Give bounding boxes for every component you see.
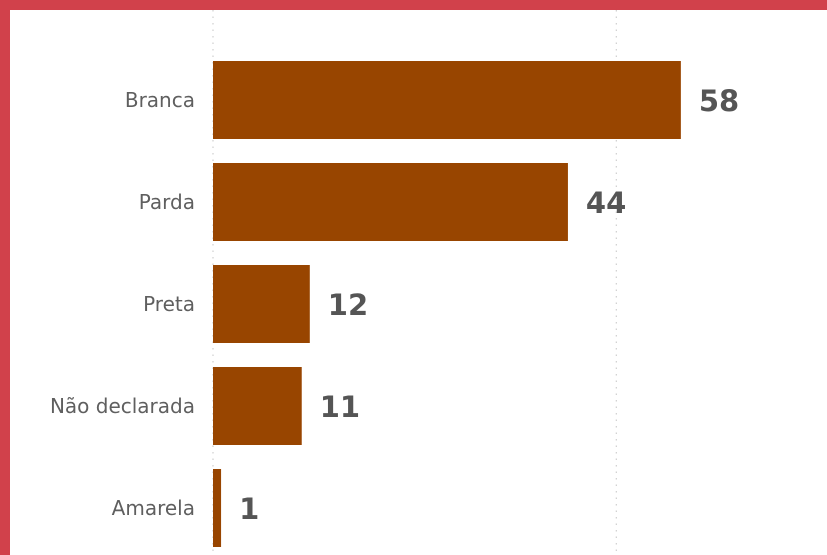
category-label-amarela: Amarela [112,496,195,520]
labels: Branca 58 Parda 44 Preta 12 Não declarada 11 Ama… [50,84,739,526]
category-label-preta: Preta [143,292,195,316]
category-label-parda: Parda [139,190,195,214]
value-label-preta: 12 [328,288,368,322]
category-label-nao-declarada: Não declarada [50,394,195,418]
bar-chart: Branca 58 Parda 44 Preta 12 Não declarada 11 Ama… [50,10,739,555]
bar-nao-declarada[interactable] [213,367,302,445]
value-label-amarela: 1 [239,492,259,526]
bar-branca[interactable] [213,61,681,139]
category-label-branca: Branca [125,88,195,112]
bar-preta[interactable] [213,265,310,343]
value-label-nao-declarada: 11 [320,390,360,424]
bar-amarela[interactable] [213,469,222,547]
bars [213,61,681,547]
chart-panel: Branca 58 Parda 44 Preta 12 Não declarada 11 Ama… [10,10,827,555]
value-label-branca: 58 [699,84,739,118]
value-label-parda: 44 [586,186,626,220]
bar-parda[interactable] [213,163,568,241]
